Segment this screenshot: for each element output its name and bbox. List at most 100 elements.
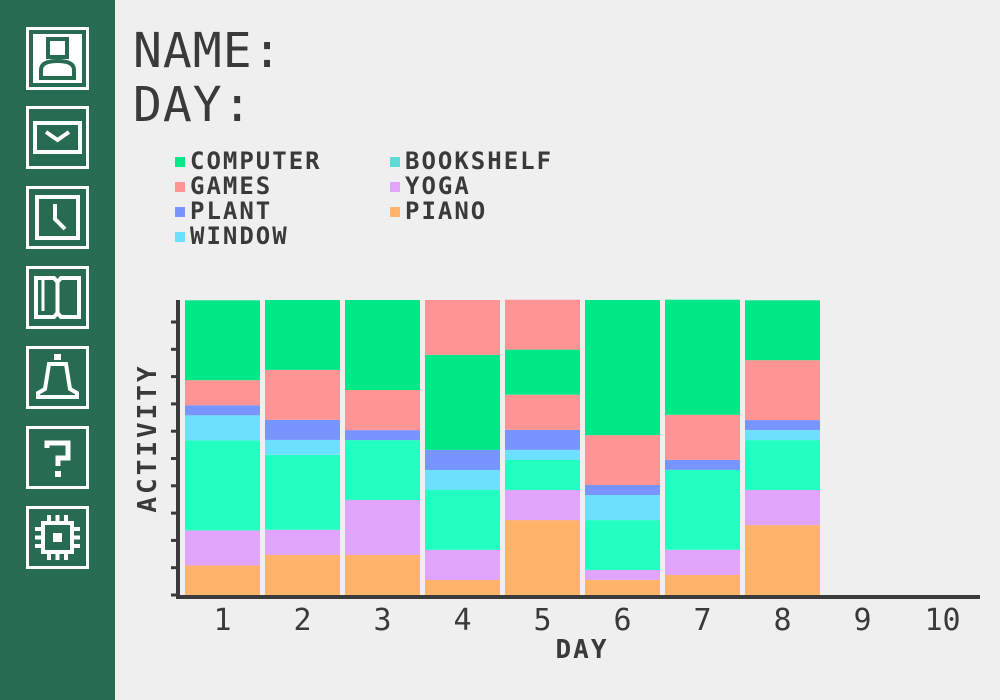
mail-icon (33, 121, 82, 154)
bar-segment-window (505, 449, 580, 460)
legend-swatch (390, 182, 400, 192)
x-tick-label: 2 (293, 603, 311, 638)
bell-icon (36, 354, 79, 399)
x-tick-label: 3 (373, 603, 391, 638)
x-tick-label: 7 (693, 603, 711, 638)
book-button[interactable] (26, 266, 89, 329)
legend-label: PIANO (405, 197, 488, 225)
bar-segment-bookshelf (185, 440, 260, 531)
legend-label: GAMES (190, 172, 273, 200)
legend-item-window: WINDOW (175, 224, 287, 248)
clock-icon (35, 195, 80, 240)
bar-segment-yoga (745, 490, 820, 526)
x-tick-label: 6 (613, 603, 631, 638)
legend-label: WINDOW (190, 222, 289, 250)
legend-label: BOOKSHELF (405, 147, 554, 175)
bar-segment-bookshelf (745, 440, 820, 490)
bar-segment-window (425, 469, 500, 490)
bar-segment-yoga (265, 529, 340, 555)
legend-item-yoga: YOGA (390, 174, 469, 198)
bar-segment-piano (185, 565, 260, 595)
bar-segment-piano (665, 574, 740, 595)
legend-swatch (175, 207, 185, 217)
bar-segment-yoga (345, 500, 420, 555)
x-tick-label: 10 (924, 603, 960, 638)
legend-swatch (390, 207, 400, 217)
bar-segment-computer (425, 354, 500, 450)
bar-segment-games (585, 435, 660, 485)
clock-button[interactable] (26, 186, 89, 249)
bar-segment-computer (665, 299, 740, 415)
bar-segment-bookshelf (345, 440, 420, 500)
bar-segment-yoga (665, 549, 740, 575)
legend-label: YOGA (405, 172, 471, 200)
chip-icon (35, 515, 80, 560)
help-icon (44, 440, 71, 477)
bar-segment-games (505, 299, 580, 350)
system-button[interactable] (26, 506, 89, 569)
book-icon (34, 276, 81, 319)
bar-segment-plant (265, 419, 340, 440)
sidebar (0, 0, 115, 700)
bar-segment-games (505, 394, 580, 430)
bar-segment-computer (745, 300, 820, 361)
legend-item-bookshelf: BOOKSHELF (390, 149, 551, 173)
legend-swatch (175, 182, 185, 192)
bar-segment-plant (665, 459, 740, 470)
bar-segment-plant (745, 420, 820, 431)
bar-segment-piano (425, 580, 500, 595)
legend-item-piano: PIANO (390, 199, 485, 223)
y-axis-title: ACTIVITY (133, 363, 163, 512)
bar-segment-games (745, 360, 820, 421)
x-tick-label: 1 (213, 603, 231, 638)
x-tick-label: 9 (853, 603, 871, 638)
bar-segment-piano (745, 525, 820, 595)
legend-swatch (175, 232, 185, 242)
bar-segment-plant (585, 485, 660, 495)
bar-segment-plant (505, 429, 580, 450)
bar-segment-bookshelf (585, 520, 660, 570)
bar-segment-games (345, 390, 420, 431)
bar-segment-piano (345, 554, 420, 595)
bar-segment-computer (585, 300, 660, 436)
bar-segment-yoga (585, 569, 660, 580)
bar-segment-window (745, 430, 820, 441)
bar-segment-games (265, 369, 340, 420)
bar-segment-piano (265, 554, 340, 595)
bar-segment-bookshelf (425, 490, 500, 550)
legend-item-games: GAMES (175, 174, 270, 198)
profile-button[interactable] (26, 27, 89, 90)
bar-segment-plant (185, 405, 260, 416)
mail-button[interactable] (26, 106, 89, 169)
legend-item-plant: PLANT (175, 199, 270, 223)
day-label: DAY: (133, 77, 253, 133)
x-tick-label: 5 (533, 603, 551, 638)
bar-segment-window (585, 495, 660, 521)
bar-segment-computer (265, 300, 340, 370)
bar-segment-computer (345, 300, 420, 390)
legend-label: COMPUTER (190, 147, 322, 175)
bar-segment-plant (425, 449, 500, 470)
bar-segment-bookshelf (665, 469, 740, 550)
alarm-button[interactable] (26, 346, 89, 409)
x-axis-title: DAY (556, 635, 609, 665)
x-tick-label: 8 (773, 603, 791, 638)
bar-segment-games (665, 414, 740, 460)
bar-segment-piano (585, 580, 660, 595)
legend-label: PLANT (190, 197, 273, 225)
bar-segment-yoga (425, 549, 500, 580)
name-label: NAME: (133, 23, 283, 79)
x-tick-label: 4 (453, 603, 471, 638)
bar-segment-piano (505, 520, 580, 595)
legend-swatch (175, 157, 185, 167)
bar-segment-games (425, 300, 500, 355)
bar-segment-bookshelf (505, 459, 580, 490)
bar-segment-window (265, 439, 340, 455)
legend-swatch (390, 157, 400, 167)
help-button[interactable] (26, 426, 89, 489)
bar-segment-bookshelf (265, 454, 340, 530)
user-icon (33, 34, 82, 83)
bar-segment-games (185, 380, 260, 406)
bar-segment-computer (185, 300, 260, 381)
